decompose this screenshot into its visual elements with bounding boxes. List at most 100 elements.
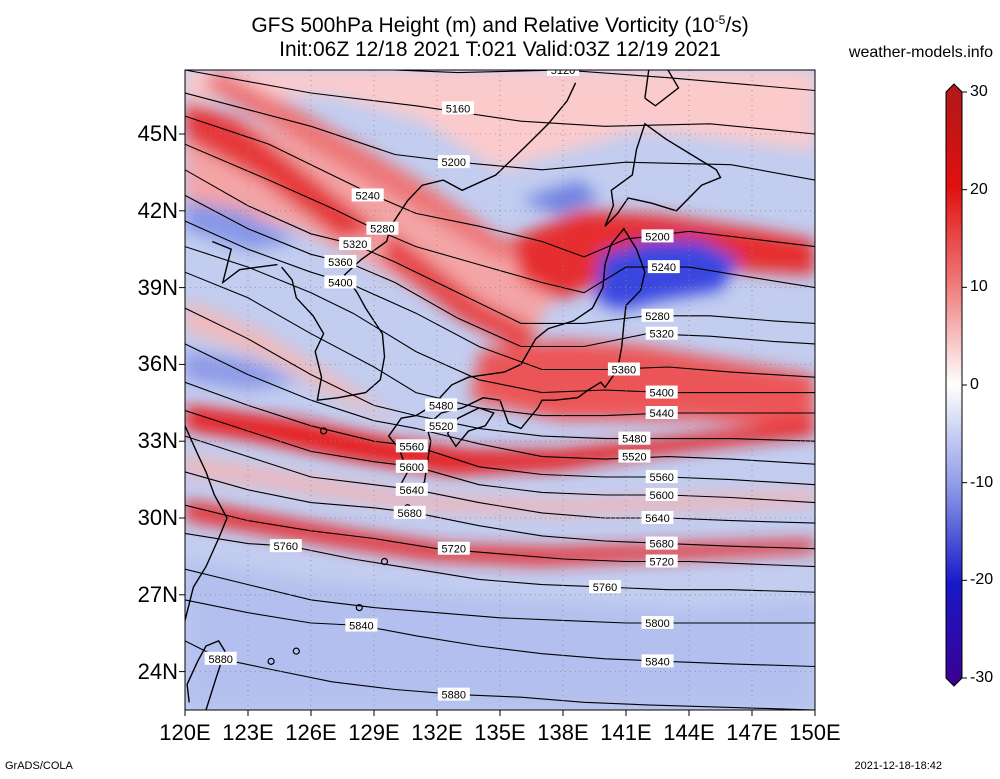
lon-label-135e: 135E bbox=[474, 720, 526, 745]
contour-label: 5640 bbox=[395, 482, 428, 497]
map-title-line2: Init:06Z 12/18 2021 T:021 Valid:03Z 12/1… bbox=[279, 38, 721, 61]
coastline bbox=[185, 425, 228, 621]
coastline bbox=[604, 122, 722, 227]
site-credit: weather-models.info bbox=[848, 44, 993, 61]
lon-label-144e: 144E bbox=[663, 720, 715, 745]
lat-label-45n: 45N bbox=[137, 121, 178, 146]
island bbox=[380, 557, 389, 566]
lat-label-42n: 42N bbox=[137, 197, 178, 223]
contour-label: 5320 bbox=[339, 237, 372, 251]
contour-label: 5600 bbox=[395, 459, 428, 474]
contour-label: 5120 bbox=[547, 65, 579, 77]
contour-label-text: 5760 bbox=[274, 541, 298, 553]
colorbar-scale bbox=[945, 83, 963, 687]
height-contour-line bbox=[185, 220, 815, 378]
contour-label-text: 5880 bbox=[442, 690, 466, 702]
colorbar-label: 30 bbox=[970, 83, 988, 100]
coastline bbox=[387, 227, 646, 494]
contour-label-text: 5840 bbox=[349, 621, 373, 633]
contour-label: 5160 bbox=[442, 101, 474, 115]
contour-label-text: 5640 bbox=[400, 485, 424, 497]
lon-label-147e: 147E bbox=[726, 720, 778, 745]
contour-label-text: 5120 bbox=[551, 65, 575, 77]
height-contour-line bbox=[185, 435, 815, 524]
contour-label: 5720 bbox=[645, 554, 678, 569]
contour-label-text: 5280 bbox=[645, 311, 669, 323]
height-contour-line bbox=[185, 343, 815, 465]
contour-label-text: 5440 bbox=[649, 408, 673, 420]
coastline bbox=[186, 640, 226, 710]
contour-labels: 5120516052005240528053205360540054805520… bbox=[204, 65, 680, 702]
contour-label-text: 5320 bbox=[649, 329, 673, 341]
height-contour-line bbox=[185, 115, 815, 258]
contour-label: 5280 bbox=[641, 308, 674, 323]
contour-label: 5520 bbox=[618, 449, 651, 464]
contour-label-text: 5240 bbox=[355, 190, 379, 202]
colorbar-label: -10 bbox=[970, 473, 994, 491]
lon-label-150e: 150E bbox=[789, 720, 841, 745]
contour-label: 5320 bbox=[645, 326, 678, 341]
contour-label-text: 5360 bbox=[328, 257, 352, 269]
contour-label-text: 5880 bbox=[208, 654, 232, 666]
contour-label-text: 5680 bbox=[397, 508, 421, 520]
contour-label: 5240 bbox=[647, 260, 680, 274]
contour-label: 5400 bbox=[324, 275, 357, 289]
colorbar-label: -30 bbox=[970, 669, 994, 686]
contour-label: 5800 bbox=[641, 615, 674, 630]
colorbar-label: 0 bbox=[970, 376, 979, 393]
footer-right: 2021-12-18-18:42 bbox=[854, 760, 942, 772]
height-contour-line bbox=[185, 599, 815, 668]
height-contour-line bbox=[185, 194, 815, 348]
contour-label: 5360 bbox=[324, 255, 357, 269]
lat-label-39n: 39N bbox=[137, 274, 178, 300]
lon-label-132e: 132E bbox=[411, 720, 463, 745]
contour-label-text: 5680 bbox=[649, 539, 673, 551]
contour-label-text: 5600 bbox=[649, 490, 673, 502]
contour-label-text: 5400 bbox=[328, 277, 352, 289]
contour-label-text: 5520 bbox=[622, 452, 646, 464]
height-contour-line bbox=[185, 246, 815, 394]
contour-label: 5520 bbox=[425, 418, 458, 433]
lon-label-120e: 120E bbox=[159, 720, 211, 745]
contour-label-text: 5240 bbox=[652, 262, 676, 274]
contour-label: 5560 bbox=[395, 439, 428, 453]
contour-label: 5720 bbox=[437, 541, 470, 556]
contour-label-text: 5760 bbox=[593, 582, 617, 594]
contour-label-text: 5720 bbox=[649, 557, 673, 569]
coastline bbox=[212, 240, 278, 285]
contour-label: 5880 bbox=[204, 651, 237, 666]
contour-label: 5280 bbox=[366, 221, 399, 236]
contour-label: 5560 bbox=[645, 470, 678, 484]
contour-label: 5840 bbox=[345, 618, 378, 633]
lon-label-141e: 141E bbox=[600, 720, 652, 745]
lat-label-36n: 36N bbox=[137, 351, 178, 377]
coastline bbox=[281, 200, 409, 402]
island bbox=[292, 647, 300, 655]
contour-label-text: 5600 bbox=[400, 462, 424, 474]
contour-label-text: 5560 bbox=[400, 441, 424, 453]
contour-label: 5640 bbox=[641, 511, 674, 525]
colorbar-label: 10 bbox=[970, 278, 988, 296]
coastline bbox=[407, 82, 577, 202]
contour-label-text: 5560 bbox=[649, 472, 673, 484]
lat-label-24n: 24N bbox=[137, 658, 178, 684]
contour-label-text: 5640 bbox=[645, 513, 669, 525]
contour-label-text: 5200 bbox=[645, 231, 669, 243]
island bbox=[355, 603, 363, 612]
contour-label-text: 5800 bbox=[645, 618, 669, 630]
axis-ticks bbox=[179, 133, 816, 716]
contour-label-text: 5480 bbox=[622, 434, 646, 446]
contour-label: 5600 bbox=[645, 487, 678, 502]
contour-label: 5360 bbox=[607, 362, 640, 377]
height-contour-line bbox=[185, 143, 815, 294]
contour-label-text: 5520 bbox=[429, 421, 453, 433]
contour-label-text: 5280 bbox=[370, 224, 394, 236]
colorbar-label: 20 bbox=[970, 180, 988, 198]
contour-label-text: 5160 bbox=[446, 103, 470, 115]
lon-label-123e: 123E bbox=[222, 720, 274, 745]
coastline bbox=[446, 407, 495, 448]
map-title-line1: GFS 500hPa Height (m) and Relative Vorti… bbox=[251, 13, 749, 37]
contour-label: 5680 bbox=[645, 536, 678, 551]
colorbar-label: -20 bbox=[970, 571, 994, 589]
